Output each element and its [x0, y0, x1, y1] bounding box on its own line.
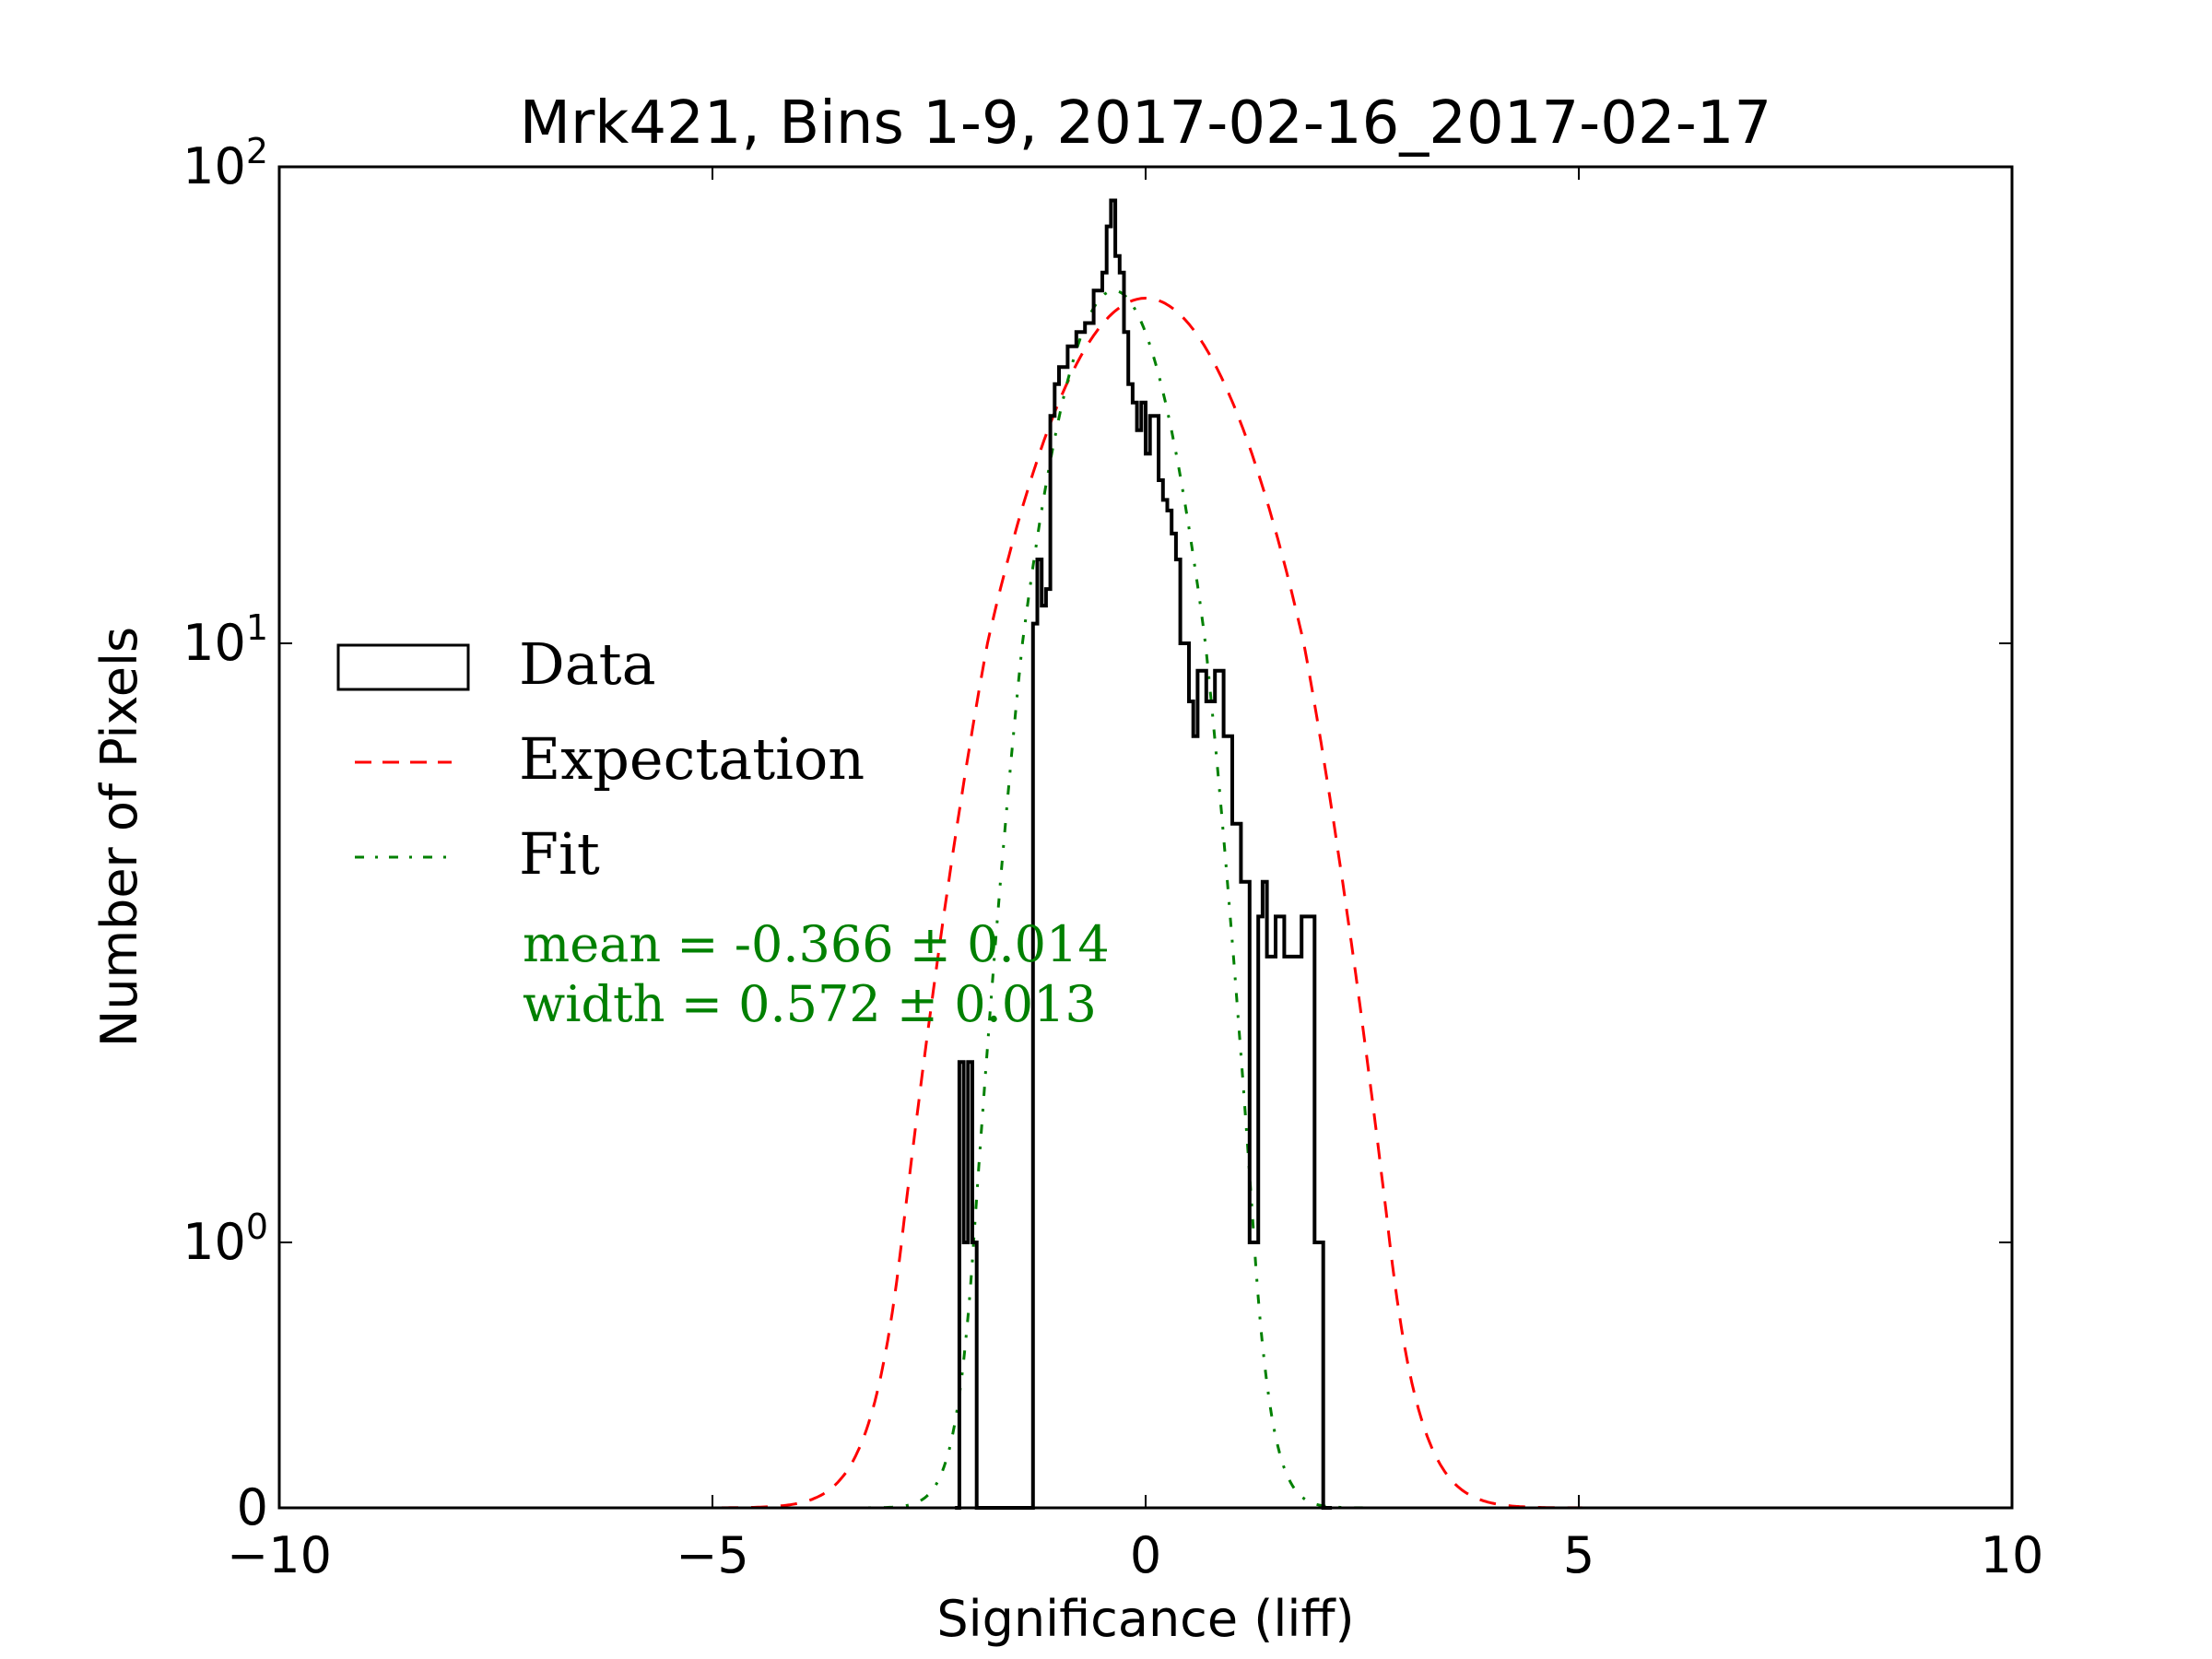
x-axis: −10 −5 0 5 10: [227, 167, 2043, 1584]
y-axis: 0 100 101 102: [182, 131, 2012, 1536]
data-histogram: [955, 198, 1333, 1510]
x-axis-label: Significance (liff): [936, 1590, 1354, 1648]
legend-data-label: Data: [519, 630, 656, 698]
x-tick-label: −10: [227, 1526, 332, 1584]
legend-expectation-label: Expectation: [519, 725, 865, 793]
legend-fit-label: Fit: [519, 820, 600, 888]
fit-mean-annotation: mean = -0.366 ± 0.014: [523, 915, 1110, 973]
y-tick-label: 100: [182, 1206, 268, 1271]
x-tick-label: −5: [676, 1526, 749, 1584]
y-tick-label: 102: [182, 131, 268, 195]
y-axis-label: Number of Pixels: [90, 627, 148, 1047]
chart-title: Mrk421, Bins 1-9, 2017-02-16_2017-02-17: [520, 89, 1771, 158]
legend-data-swatch: [336, 643, 470, 691]
x-tick-label: 10: [1981, 1526, 2044, 1584]
x-tick-label: 5: [1563, 1526, 1594, 1584]
y-tick-label: 101: [182, 607, 268, 672]
legend: Data Expectation Fit mean = -0.366 ± 0.0…: [336, 630, 1110, 1033]
fit-width-annotation: width = 0.572 ± 0.013: [523, 975, 1097, 1033]
x-tick-label: 0: [1130, 1526, 1161, 1584]
y-tick-label: 0: [237, 1478, 268, 1536]
